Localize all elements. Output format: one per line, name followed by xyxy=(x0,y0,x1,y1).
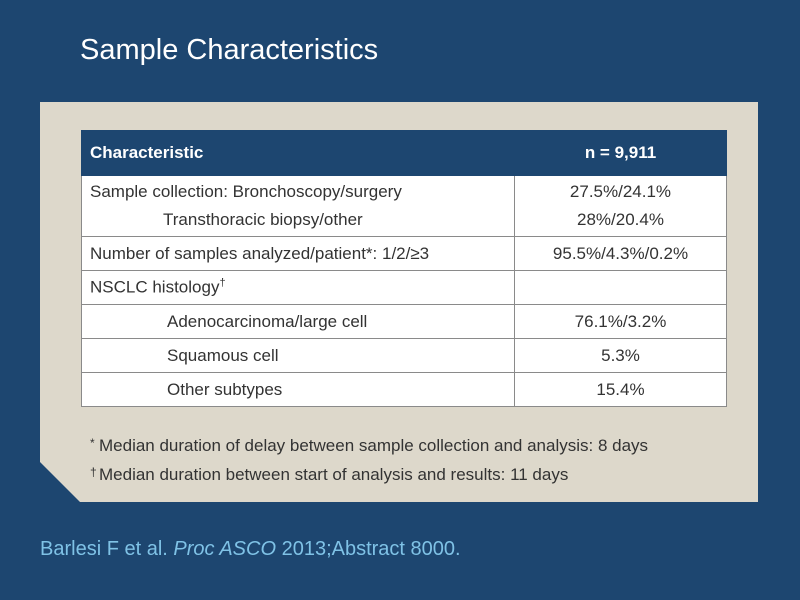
histology-value xyxy=(514,270,727,305)
samples-analyzed-value: 95.5%/4.3%/0.2% xyxy=(514,236,727,271)
sample-collection-sublabel: Transthoracic biopsy/other xyxy=(163,210,363,229)
citation-authors: Barlesi F et al. xyxy=(40,538,168,560)
sample-collection-label: Sample collection: Bronchoscopy/surgery xyxy=(90,182,402,201)
header-n: n = 9,911 xyxy=(514,130,727,176)
table-row: NSCLC histology† xyxy=(81,270,727,305)
table-row: Adenocarcinoma/large cell 76.1%/3.2% xyxy=(81,304,727,339)
histology-dagger: † xyxy=(219,277,226,290)
sample-collection-value2: 28%/20.4% xyxy=(577,210,664,229)
adeno-label: Adenocarcinoma/large cell xyxy=(81,304,515,339)
adeno-value: 76.1%/3.2% xyxy=(514,304,727,339)
header-characteristic: Characteristic xyxy=(81,130,515,176)
table-row: Squamous cell 5.3% xyxy=(81,338,727,373)
table-row: Number of samples analyzed/patient*: 1/2… xyxy=(81,236,727,271)
characteristics-table: Characteristic n = 9,911 Sample collecti… xyxy=(81,130,727,407)
squamous-label: Squamous cell xyxy=(81,338,515,373)
footnote-symbol: † xyxy=(90,465,97,479)
citation-details: 2013;Abstract 8000. xyxy=(281,538,461,560)
citation: Barlesi F et al. Proc ASCO 2013;Abstract… xyxy=(40,538,461,561)
row-label: Sample collection: Bronchoscopy/surgery … xyxy=(81,175,515,237)
other-label: Other subtypes xyxy=(81,372,515,407)
sample-collection-value1: 27.5%/24.1% xyxy=(569,182,672,201)
samples-analyzed-label: Number of samples analyzed/patient*: 1/2… xyxy=(81,236,515,271)
row-value: 27.5%/24.1% 28%/20.4% xyxy=(514,175,727,237)
slide-title: Sample Characteristics xyxy=(80,34,379,66)
other-value: 15.4% xyxy=(514,372,727,407)
footnote: * Median duration of delay between sampl… xyxy=(90,432,648,461)
histology-label: NSCLC histology xyxy=(90,277,220,297)
footnote: † Median duration between start of analy… xyxy=(90,461,648,490)
squamous-value: 5.3% xyxy=(514,338,727,373)
footnote-symbol: * xyxy=(90,436,95,450)
table-header-row: Characteristic n = 9,911 xyxy=(81,130,727,176)
histology-label-cell: NSCLC histology† xyxy=(81,270,515,305)
footnote-text: Median duration between start of analysi… xyxy=(99,465,569,484)
footnote-text: Median duration of delay between sample … xyxy=(99,436,649,455)
footnotes: * Median duration of delay between sampl… xyxy=(90,432,648,490)
table-row: Other subtypes 15.4% xyxy=(81,372,727,407)
citation-journal: Proc ASCO xyxy=(173,538,277,560)
table-row: Sample collection: Bronchoscopy/surgery … xyxy=(81,175,727,237)
